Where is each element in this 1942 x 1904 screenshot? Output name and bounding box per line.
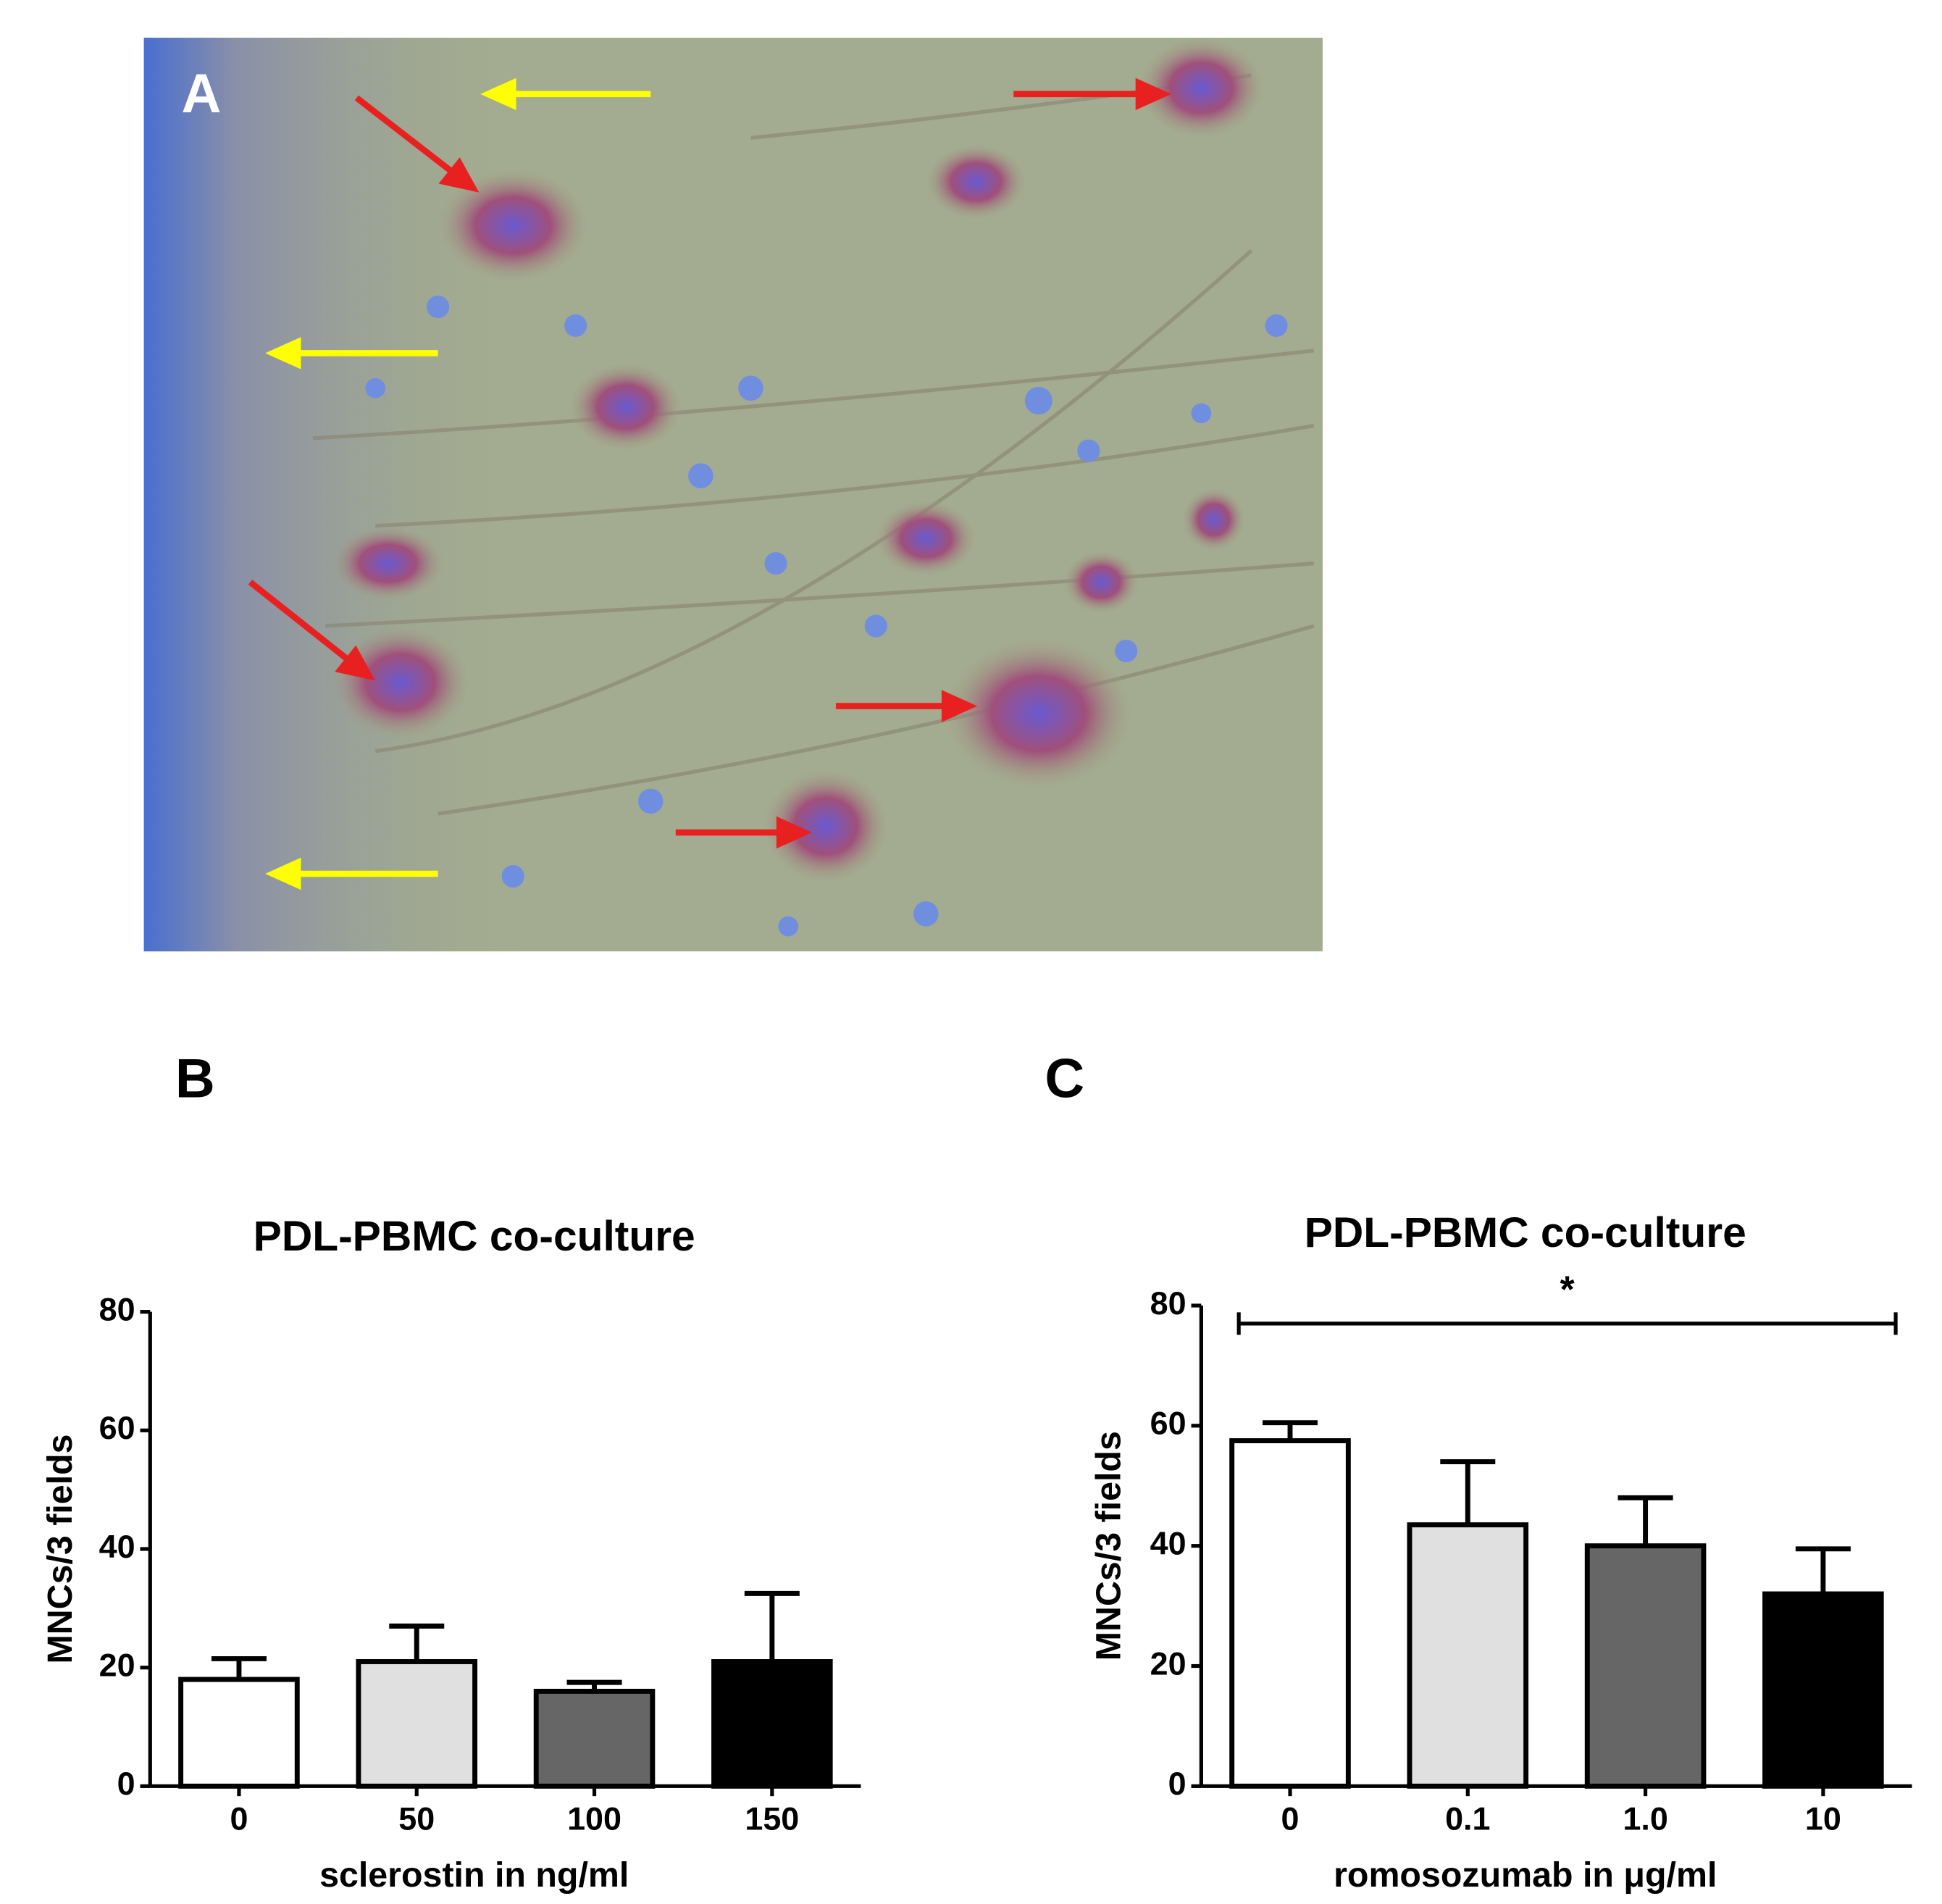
y-tick-label: 40 [1150,1525,1186,1562]
x-axis-label: romosozumab in μg/ml [1334,1855,1717,1895]
panel-label: B [175,1048,215,1110]
x-tick-label: 10 [1805,1800,1841,1837]
x-tick-label: 0 [230,1800,248,1837]
bar [533,1688,656,1789]
y-tick-label: 0 [1168,1765,1186,1802]
x-axis-label: sclerostin in ng/ml [319,1855,629,1895]
y-tick-label: 80 [99,1291,135,1328]
y-axis-label: MNCs/3 fields [1089,1431,1129,1661]
red-arrows [248,78,1172,849]
x-tick-label: 100 [567,1800,621,1837]
bar [1229,1438,1351,1789]
cell-processes [312,73,1315,816]
x-tick-label: 150 [745,1800,799,1837]
bar-chart: B PDL-PBMC co-culture sclerostin in ng/ml M… [41,1048,861,1895]
y-tick-label: 60 [1150,1405,1186,1442]
y-tick-label: 60 [99,1409,135,1446]
x-tick-label: 0 [1281,1800,1299,1837]
y-tick-label: 0 [117,1765,135,1802]
bar [178,1677,300,1789]
chart-title: PDL-PBMC co-culture [254,1213,695,1260]
bar-chart: C PDL-PBMC co-culture romosozumab in μg/ml… [1045,1048,1912,1895]
y-tick-label: 40 [99,1528,135,1565]
x-tick-label: 1.0 [1623,1800,1667,1837]
panel-label: A [181,63,221,125]
bar [1407,1522,1529,1789]
arrows [248,78,1172,890]
micrograph: A [143,38,1323,952]
yellow-arrows [265,78,651,890]
y-tick-label: 20 [99,1647,135,1684]
significance-label: * [1560,1268,1575,1310]
y-tick-label: 20 [1150,1645,1186,1682]
nuclei [365,295,1288,937]
multinucleated-cells [331,38,1264,883]
bar [356,1659,478,1789]
chart-title: PDL-PBMC co-culture [1305,1209,1746,1256]
bar [1762,1591,1884,1789]
x-tick-label: 50 [398,1800,435,1837]
bar [1584,1543,1707,1789]
y-tick-label: 80 [1150,1285,1186,1321]
panel-label: C [1045,1048,1084,1110]
bar [711,1659,833,1789]
y-axis-label: MNCs/3 fields [41,1434,80,1663]
x-tick-label: 0.1 [1445,1800,1490,1837]
